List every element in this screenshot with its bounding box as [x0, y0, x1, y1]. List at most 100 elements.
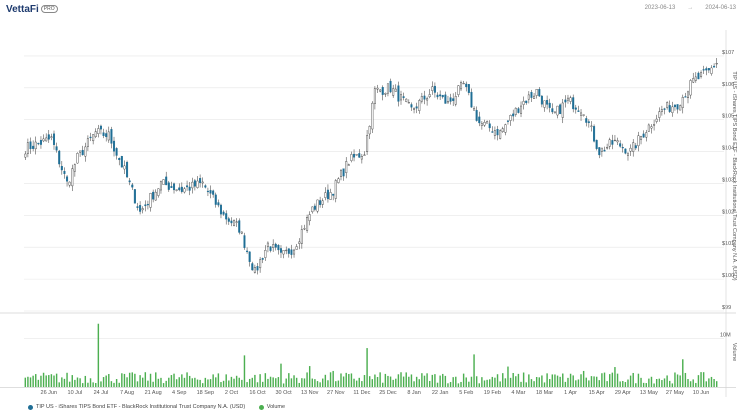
volume-bar: [215, 377, 217, 387]
candle: [256, 266, 259, 271]
volume-bar: [295, 377, 298, 387]
candle: [363, 154, 366, 156]
candle: [666, 102, 669, 108]
volume-bar: [181, 374, 183, 387]
volume-bar: [324, 374, 327, 387]
volume-bar: [282, 383, 285, 387]
candle: [269, 246, 272, 251]
volume-bar: [126, 377, 128, 387]
candle: [681, 97, 684, 108]
volume-bar: [671, 383, 674, 387]
candle: [165, 176, 168, 186]
candle: [170, 186, 173, 188]
volume-bar: [316, 381, 319, 387]
volume-bar: [682, 359, 684, 387]
legend-item-price[interactable]: TIP US - iShares TIPS Bond ETF - BlackRo…: [28, 404, 245, 410]
candle: [460, 82, 463, 90]
volume-bar: [504, 378, 507, 387]
date-range[interactable]: 2023-06-13 → 2024-06-13: [645, 5, 736, 11]
candle: [428, 94, 431, 98]
volume-bar: [687, 379, 689, 387]
candle: [313, 205, 316, 210]
legend-item-volume[interactable]: Volume: [258, 404, 285, 410]
volume-bar: [55, 373, 58, 387]
candle: [66, 176, 69, 182]
candle: [339, 170, 343, 177]
candle: [520, 105, 523, 114]
candle: [107, 131, 110, 141]
candle: [407, 102, 410, 104]
candle: [37, 142, 40, 145]
candle: [420, 96, 423, 102]
volume-bar: [27, 376, 29, 387]
candle: [637, 135, 640, 147]
candle: [457, 85, 460, 95]
candle: [295, 246, 298, 250]
volume-bar: [74, 379, 76, 387]
volume-bar: [285, 378, 287, 387]
candle: [371, 102, 374, 130]
candle: [491, 131, 494, 133]
candle: [366, 135, 369, 152]
candle: [139, 205, 142, 212]
candle: [60, 165, 63, 171]
volume-bar: [488, 379, 491, 387]
candle: [102, 132, 105, 136]
candle: [423, 95, 426, 100]
volume-bar: [228, 380, 230, 387]
y-tick-label: $106: [722, 82, 734, 88]
x-tick-label: 29 Apr: [615, 390, 631, 396]
candle: [514, 107, 517, 115]
volume-bar: [436, 382, 439, 387]
candle: [209, 190, 212, 194]
candle: [233, 220, 236, 226]
candle: [97, 128, 100, 135]
candle: [32, 145, 35, 149]
candle: [686, 91, 690, 99]
candle: [261, 258, 264, 260]
candle: [79, 150, 82, 153]
candle: [342, 168, 345, 177]
candle: [663, 108, 666, 110]
candle: [243, 235, 246, 248]
candle: [55, 146, 58, 151]
candle: [700, 72, 703, 77]
volume-bar: [468, 381, 470, 387]
candle: [483, 122, 486, 126]
x-tick-label: 10 Jun: [693, 390, 710, 396]
volume-bar: [713, 379, 715, 387]
volume-bar: [507, 366, 509, 387]
candle: [381, 87, 384, 95]
candle: [306, 217, 309, 231]
volume-bar: [314, 379, 316, 387]
candle: [603, 149, 606, 152]
candle: [358, 153, 361, 158]
candle: [149, 193, 152, 208]
candle: [183, 188, 186, 193]
y-tick-label: $107: [722, 50, 734, 56]
volume-bar: [535, 376, 538, 387]
volume-bar: [248, 378, 251, 387]
volume-bar: [473, 354, 475, 387]
candle: [290, 249, 293, 255]
candle: [34, 141, 37, 150]
volume-bar: [366, 348, 368, 387]
date-start[interactable]: 2023-06-13: [644, 5, 676, 11]
volume-bar: [666, 375, 668, 387]
volume-bar: [37, 379, 40, 387]
volume-bar: [635, 383, 637, 387]
candle: [345, 161, 348, 173]
candle: [436, 94, 439, 98]
candle: [152, 191, 155, 200]
candle: [650, 126, 653, 129]
candle: [350, 154, 353, 161]
candle: [298, 241, 301, 244]
candle: [199, 178, 202, 183]
date-end[interactable]: 2024-06-13: [705, 5, 736, 11]
candle: [94, 131, 97, 137]
x-tick-label: 24 Jul: [94, 390, 109, 396]
volume-bar: [371, 379, 374, 387]
volume-bar: [444, 375, 447, 387]
x-tick-label: 11 Dec: [353, 390, 370, 396]
